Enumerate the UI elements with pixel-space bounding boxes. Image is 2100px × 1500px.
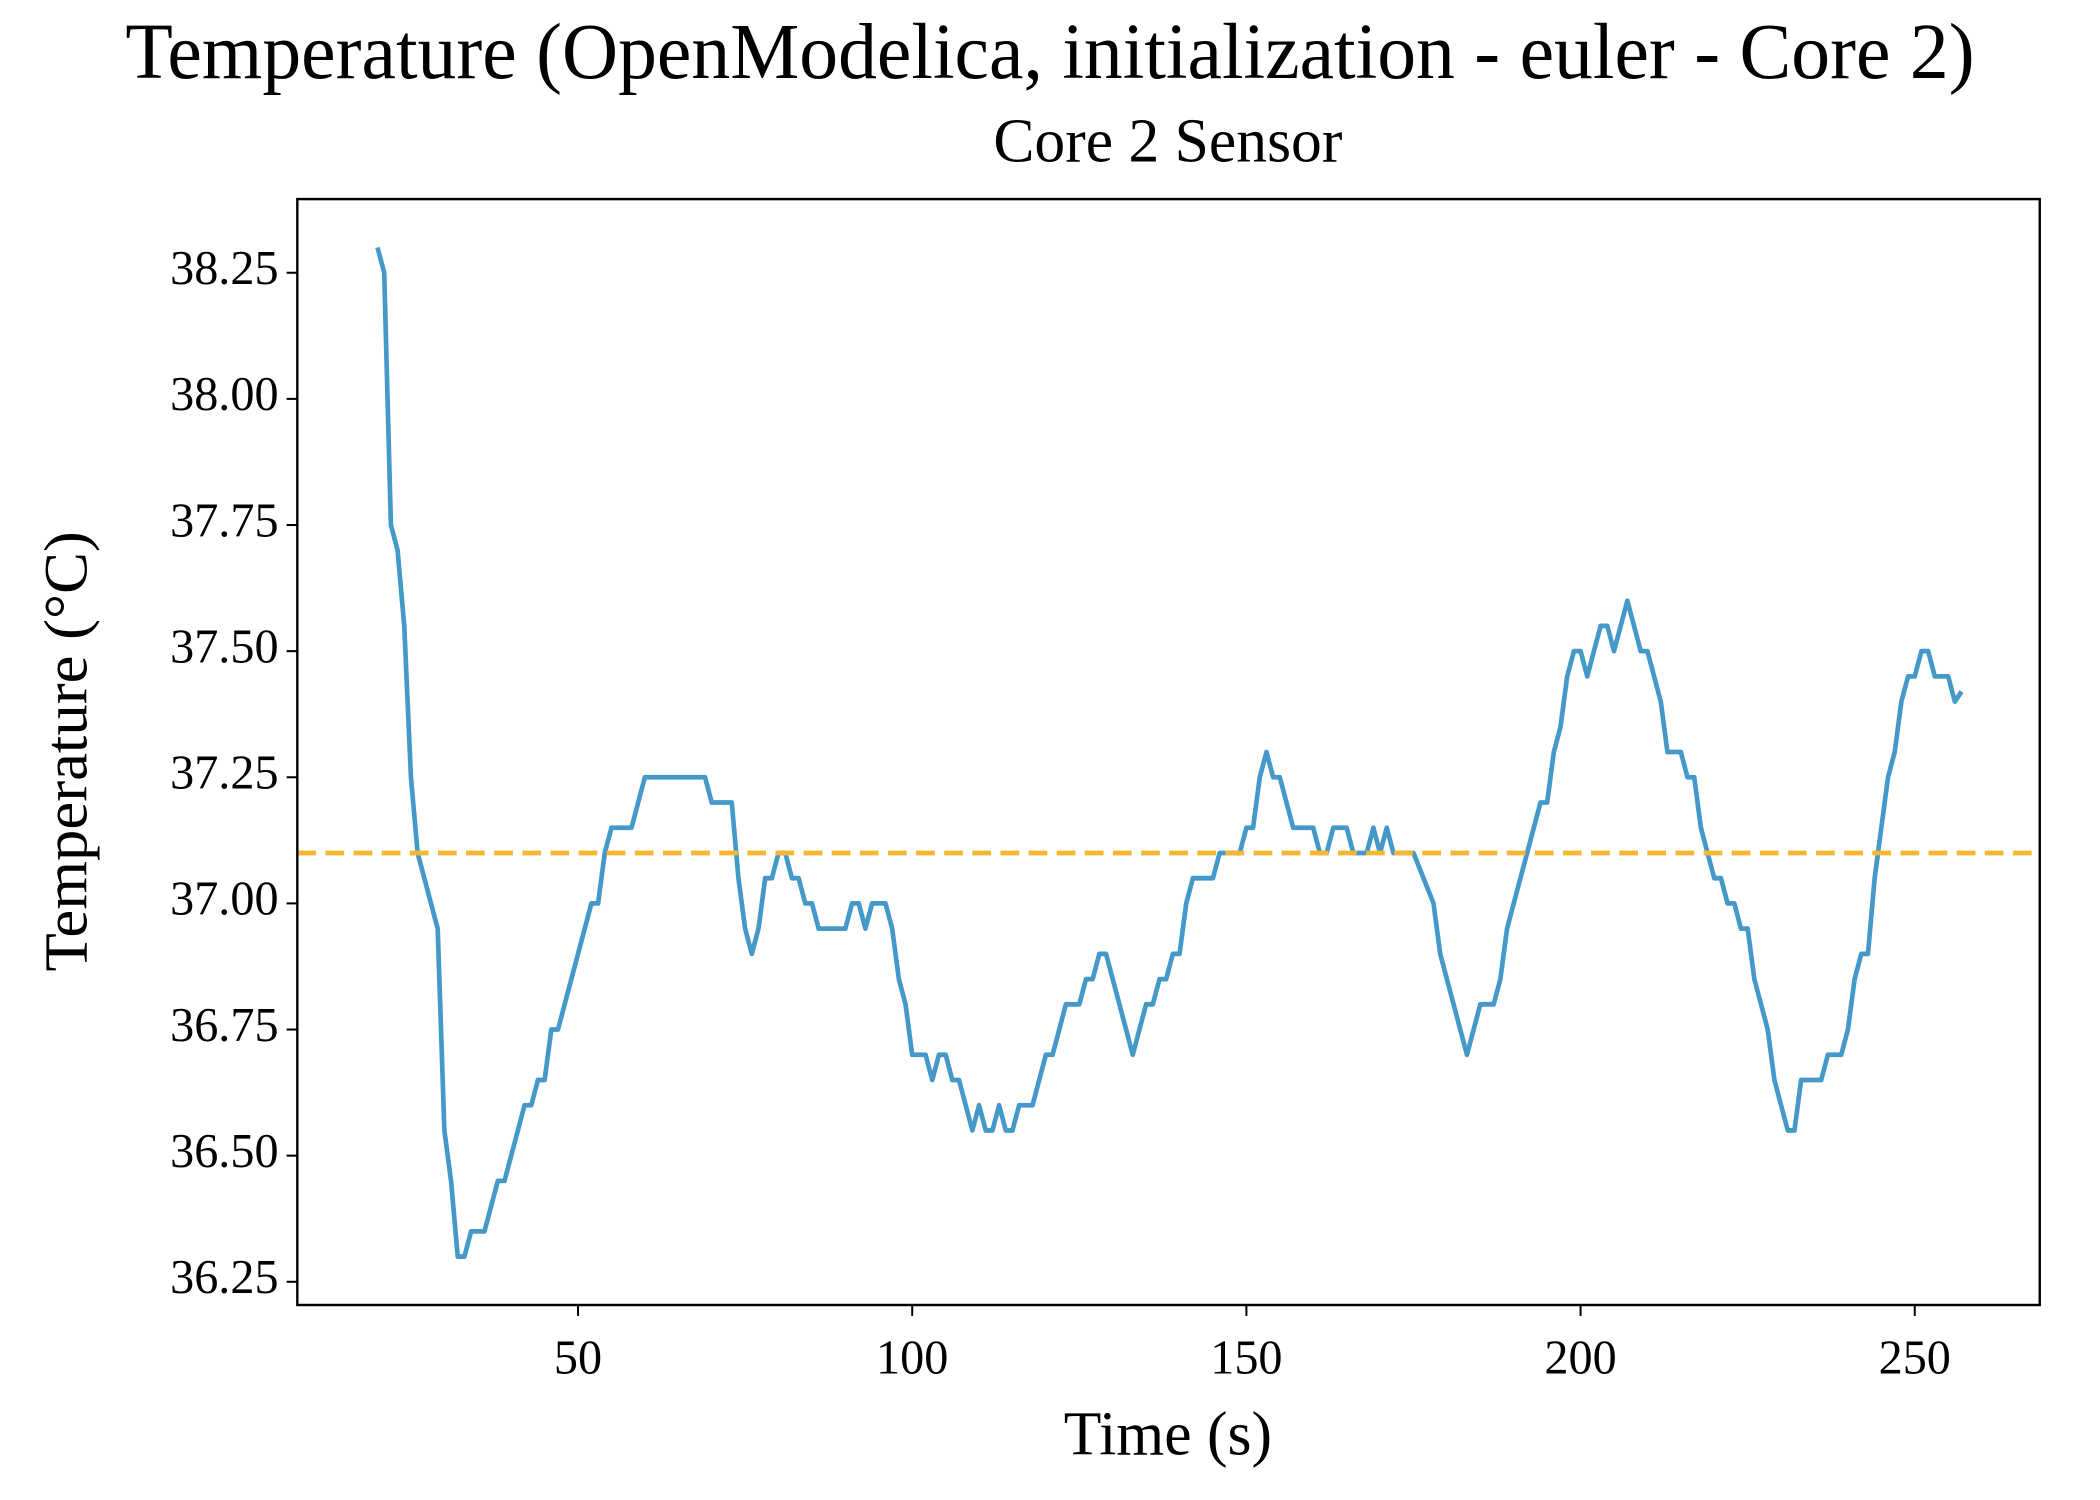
plot-frame bbox=[296, 197, 2041, 1307]
y-tick-label: 38.25 bbox=[170, 241, 278, 295]
y-tick-label: 38.00 bbox=[170, 367, 278, 421]
x-axis-label: Time (s) bbox=[1064, 1400, 1272, 1469]
chart-title: Temperature (OpenModelica, initializatio… bbox=[125, 8, 1974, 96]
x-tick-label: 250 bbox=[1879, 1330, 1951, 1384]
y-tick-label: 36.75 bbox=[170, 997, 278, 1051]
y-tick-label: 37.25 bbox=[170, 745, 278, 799]
x-tick-label: 100 bbox=[876, 1330, 948, 1384]
x-tick-label: 50 bbox=[554, 1330, 602, 1384]
x-tick-label: 150 bbox=[1210, 1330, 1282, 1384]
chart-subtitle: Core 2 Sensor bbox=[993, 107, 1342, 176]
x-tick-label: 200 bbox=[1544, 1330, 1616, 1384]
y-tick-label: 37.50 bbox=[170, 619, 278, 673]
data-line bbox=[375, 246, 1964, 1259]
y-tick-label: 36.50 bbox=[170, 1124, 278, 1178]
y-tick-label: 37.00 bbox=[170, 871, 278, 925]
y-axis-label: Temperature (°C) bbox=[33, 531, 100, 971]
y-tick-label: 37.75 bbox=[170, 493, 278, 547]
y-tick-label: 36.25 bbox=[170, 1250, 278, 1304]
